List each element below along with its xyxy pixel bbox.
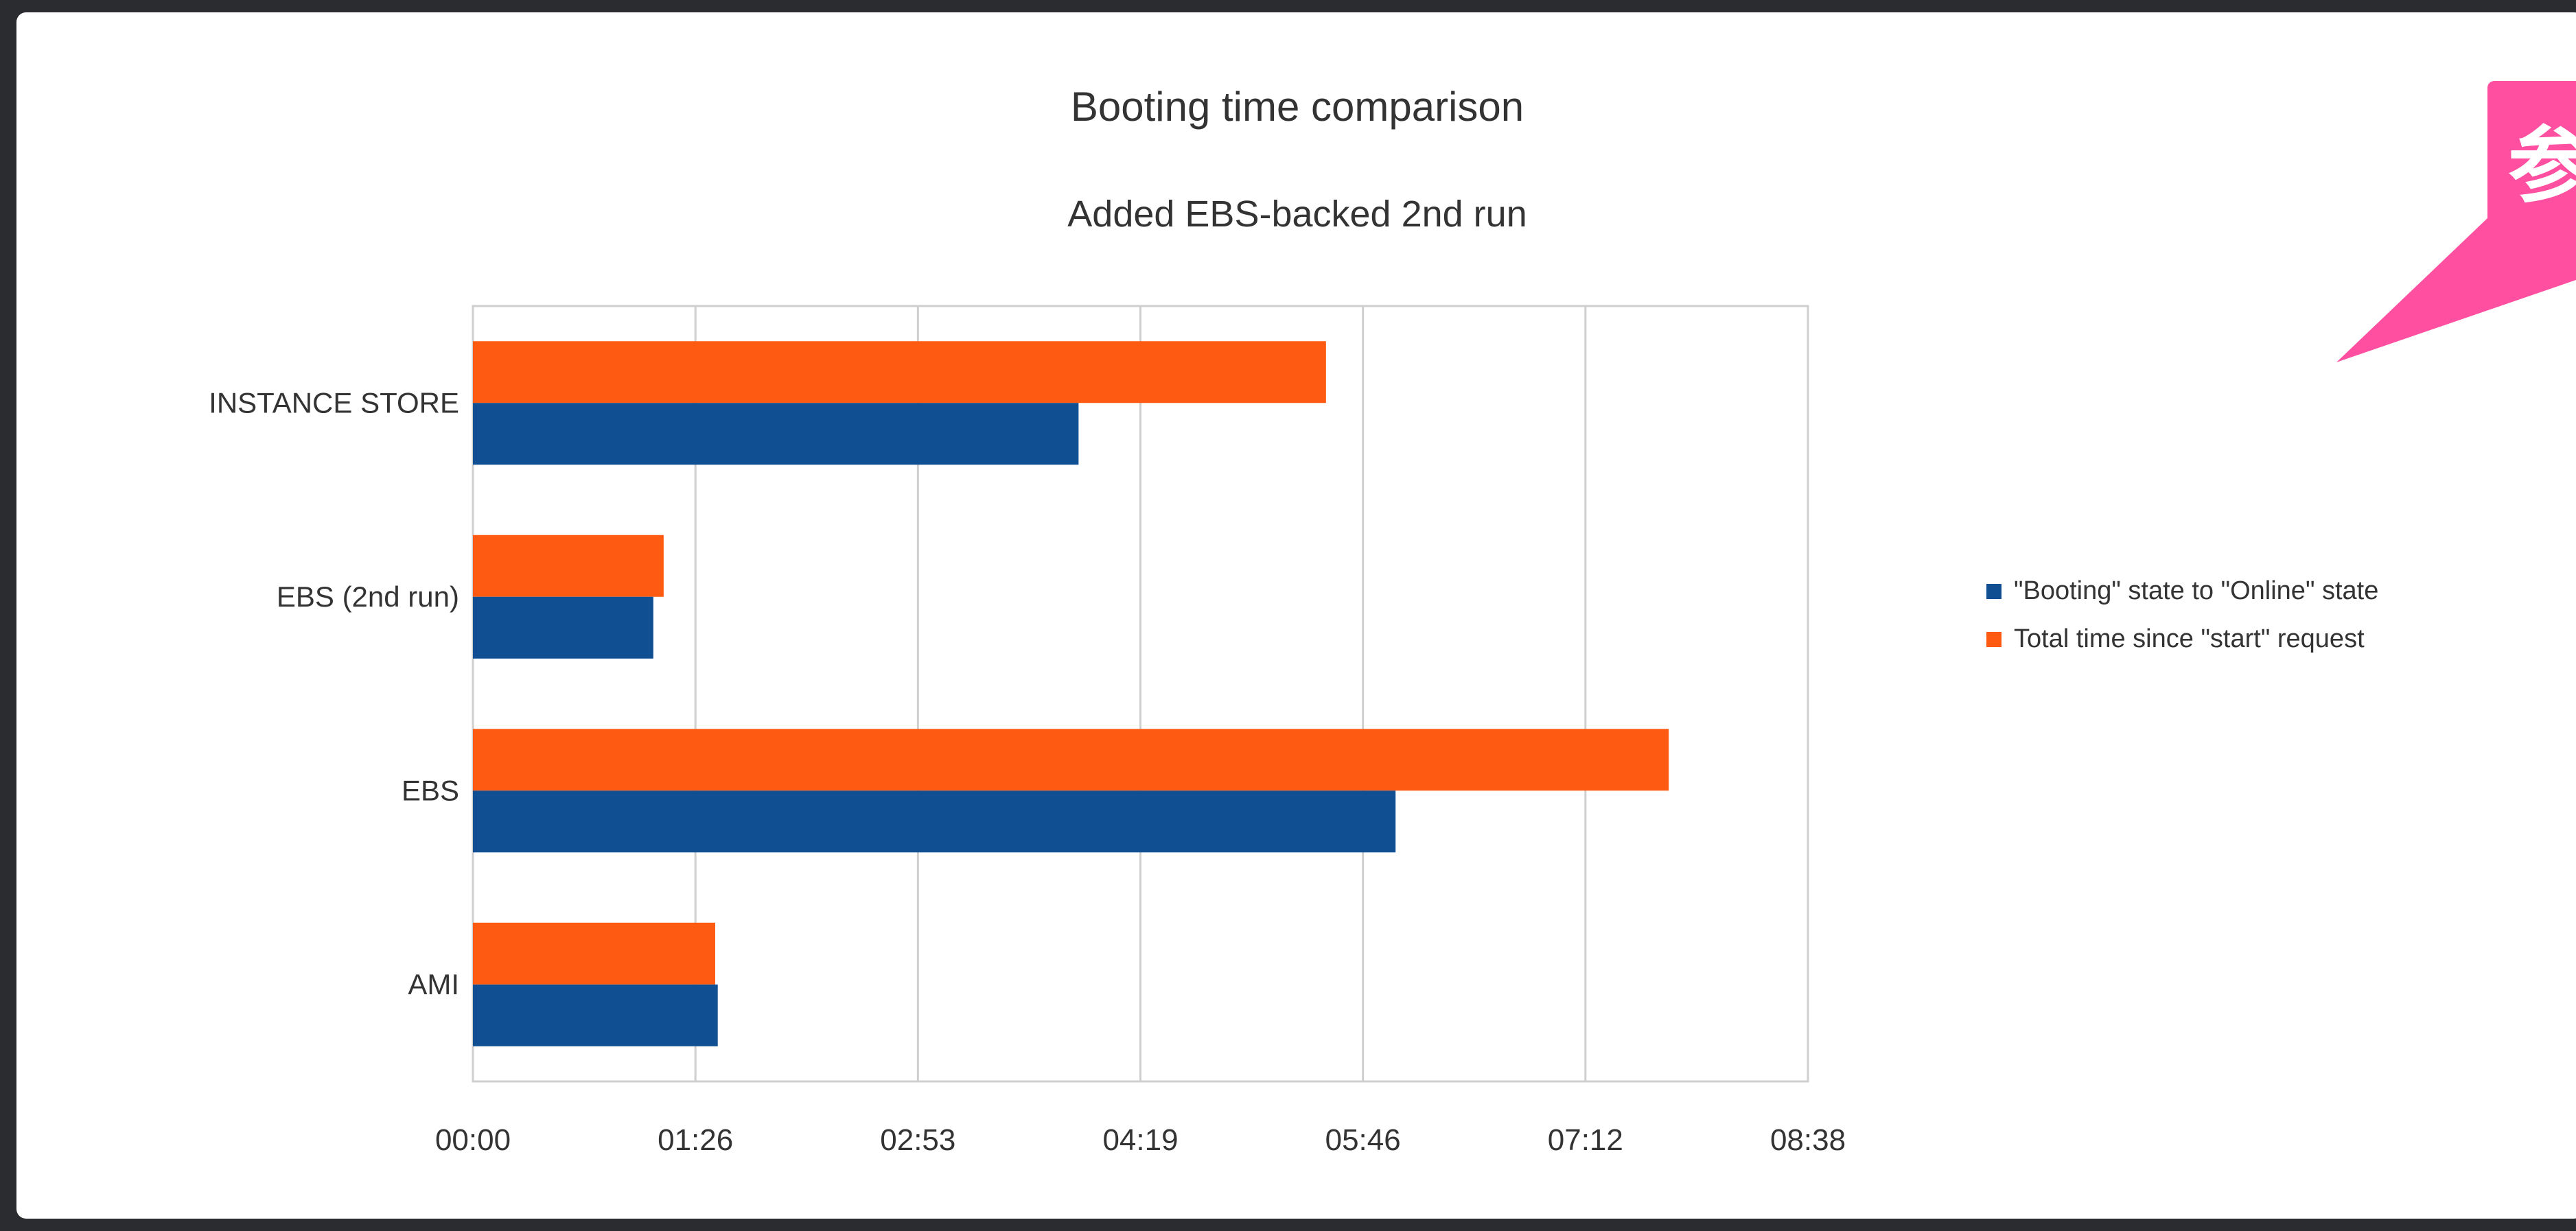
legend-swatch: [1986, 632, 2001, 647]
callout-text: 参: [2508, 119, 2576, 214]
x-tick-label: 00:00: [435, 1123, 511, 1157]
y-category-label: AMI: [408, 968, 459, 1000]
x-tick-label: 08:38: [1770, 1123, 1846, 1157]
bar-booting-to-online: [473, 984, 718, 1046]
legend-label: "Booting" state to "Online" state: [2014, 576, 2378, 605]
bar-total-since-start: [473, 535, 664, 597]
callout-bubble: 参: [2336, 81, 2576, 362]
y-category-label: EBS (2nd run): [277, 581, 459, 613]
bar-booting-to-online: [473, 790, 1396, 853]
y-category-label: INSTANCE STORE: [209, 386, 459, 419]
bar-booting-to-online: [473, 596, 653, 659]
bar-total-since-start: [473, 729, 1669, 791]
booting-time-chart: Booting time comparison Added EBS-backed…: [209, 81, 2576, 1157]
chart-title: Booting time comparison: [1071, 84, 1524, 130]
legend: "Booting" state to "Online" state Total t…: [1986, 576, 2378, 653]
x-tick-label: 02:53: [880, 1123, 955, 1157]
chart-panel: [16, 12, 2576, 1219]
chart-subtitle: Added EBS-backed 2nd run: [1067, 194, 1527, 235]
y-category-label: EBS: [402, 774, 459, 806]
bar-total-since-start: [473, 922, 715, 985]
x-tick-label: 05:46: [1325, 1123, 1401, 1157]
x-tick-label: 04:19: [1102, 1123, 1178, 1157]
x-tick-label: 01:26: [658, 1123, 733, 1157]
bar-total-since-start: [473, 341, 1326, 403]
legend-swatch: [1986, 584, 2001, 599]
plot-area: 00:00 01:26 02:53 04:19 05:46 07:12 08:38 INSTA…: [209, 305, 1846, 1157]
bar-booting-to-online: [473, 403, 1079, 465]
x-tick-label: 07:12: [1548, 1123, 1623, 1157]
legend-label: Total time since "start" request: [2014, 624, 2365, 653]
